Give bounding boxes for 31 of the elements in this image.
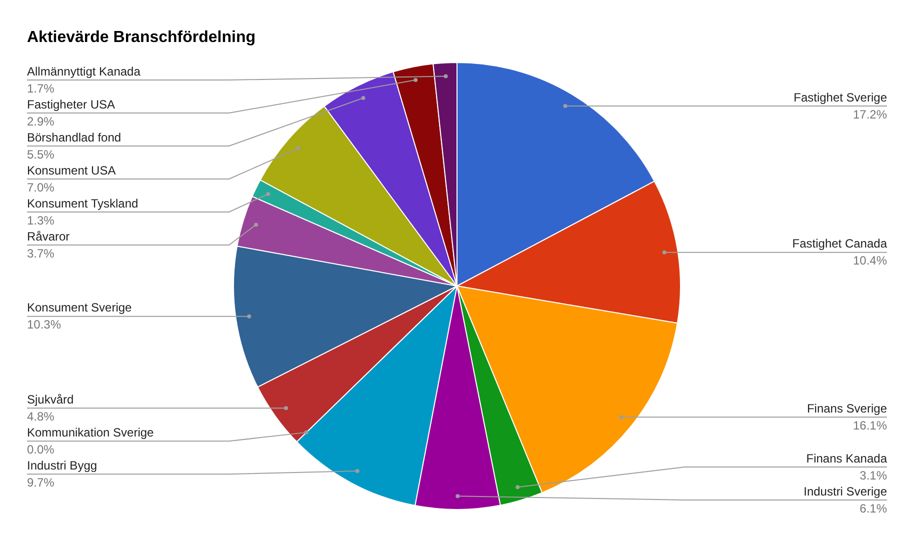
data-label: 17.2% [852, 107, 888, 122]
slice-label: Konsument Tyskland [27, 196, 138, 210]
slice-label: Industri Bygg [27, 458, 98, 472]
category-label: Kommunikation Sverige [27, 425, 154, 440]
slice-label: Fastighet Canada [792, 236, 888, 251]
data-label: 5.5% [27, 147, 55, 162]
slice-label: Konsument Sverige [27, 300, 132, 315]
data-label: 3.1% [860, 468, 888, 482]
data-label: 10.4% [852, 254, 888, 268]
text: 0.0% [27, 442, 54, 456]
slice-label: Råvaror [27, 229, 70, 244]
data-label: 3.7% [27, 246, 55, 260]
data-label: 10.3% [27, 318, 62, 332]
data-label: 1.3% [27, 213, 55, 228]
slice-label: Finans Kanada [806, 451, 888, 466]
slice-label: Fastighet Sverige [794, 90, 888, 104]
slice-label: Industri Sverige [804, 484, 888, 498]
slice-label: Finans Sverige [806, 401, 888, 416]
slice-label: Fastigheter USA [27, 97, 116, 112]
slice-label: Börshandlad fond [27, 130, 122, 144]
data-label: 6.1% [860, 501, 888, 516]
slice-label: Konsument USA [27, 163, 116, 178]
data-label: 1.7% [27, 81, 55, 96]
slice-label: Allmännyttigt Kanada [27, 64, 141, 78]
slice-label: Sjukvård [27, 392, 74, 406]
data-label: 7.0% [27, 180, 55, 194]
data-label: 2.9% [27, 114, 55, 128]
data-label: 16.1% [852, 418, 888, 432]
data-label: 4.8% [27, 409, 55, 424]
data-label: 9.7% [27, 475, 55, 490]
chart-title: Aktievärde Branschfördelning [27, 29, 256, 46]
